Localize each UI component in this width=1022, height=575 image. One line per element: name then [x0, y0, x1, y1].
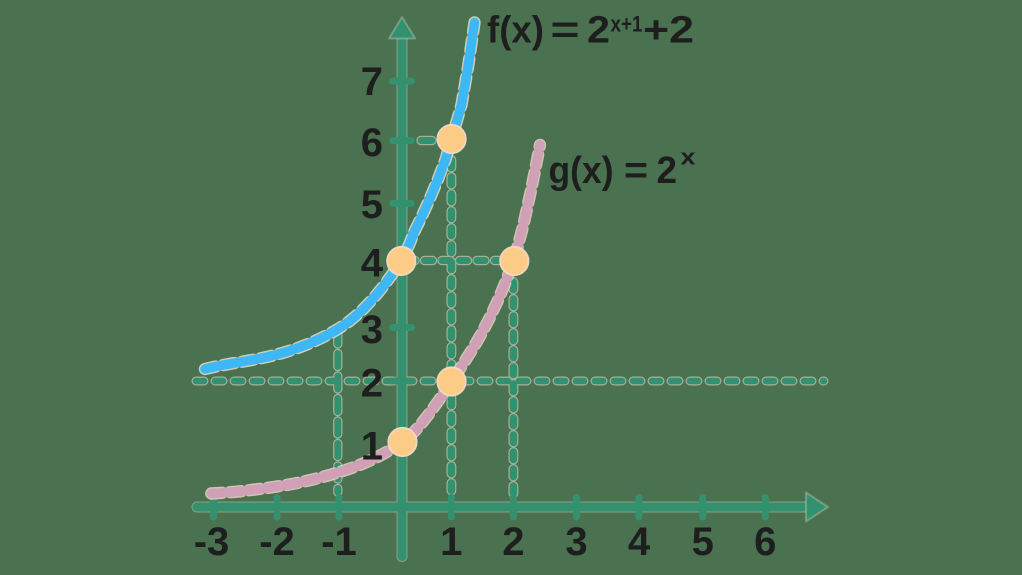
svg-text:x+1: x+1: [611, 12, 643, 37]
svg-text:g(x): g(x): [549, 150, 614, 192]
svg-text:5: 5: [692, 520, 714, 564]
svg-text:=: =: [551, 10, 580, 52]
svg-text:6: 6: [361, 121, 383, 165]
svg-text:1: 1: [361, 425, 383, 469]
svg-text:4: 4: [628, 520, 651, 564]
svg-text:+2: +2: [643, 10, 694, 52]
svg-text:-2: -2: [259, 520, 295, 564]
svg-text:f(x): f(x): [487, 10, 544, 52]
svg-text:4: 4: [361, 242, 384, 286]
svg-text:-1: -1: [321, 520, 357, 564]
svg-text:x: x: [681, 145, 697, 170]
svg-text:3: 3: [565, 520, 587, 564]
svg-text:2: 2: [361, 362, 383, 406]
svg-text:1: 1: [440, 520, 462, 564]
svg-text:-3: -3: [194, 520, 230, 564]
svg-text:2: 2: [502, 520, 524, 564]
svg-text:7: 7: [361, 60, 383, 104]
svg-text:2: 2: [657, 150, 678, 192]
svg-text:3: 3: [361, 308, 383, 352]
svg-text:=: =: [624, 150, 648, 192]
svg-text:2: 2: [587, 10, 610, 52]
svg-text:6: 6: [754, 520, 776, 564]
svg-text:5: 5: [361, 183, 383, 227]
